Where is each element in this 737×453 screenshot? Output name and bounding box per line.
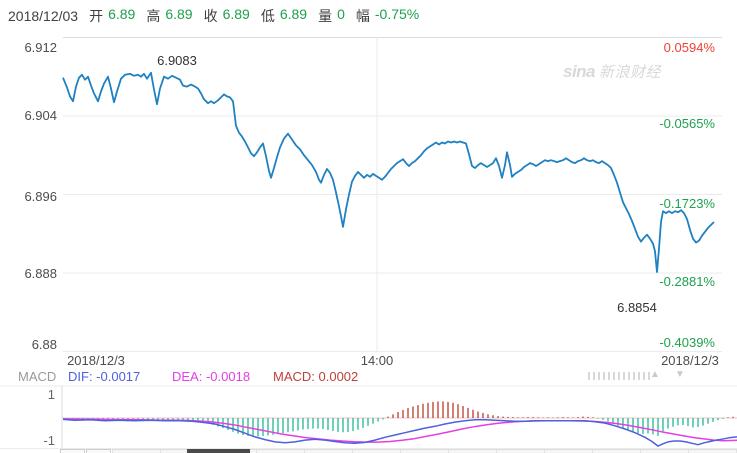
scrollbar-button-left[interactable] bbox=[60, 449, 85, 453]
macd-dif-value: DIF: -0.0017 bbox=[68, 369, 141, 384]
scrollbar-track[interactable] bbox=[112, 449, 737, 453]
zoom-in-arrow-icon[interactable]: ▲ bbox=[650, 369, 660, 380]
open-label: 开 bbox=[89, 8, 104, 24]
macd-dea-value: DEA: -0.0018 bbox=[172, 369, 251, 384]
pct-axis-tick-5: -0.4039% bbox=[659, 335, 715, 350]
y-axis-tick-5: 6.88 bbox=[31, 337, 57, 352]
high-value: 6.89 bbox=[165, 6, 193, 22]
sina-watermark-text: 新浪财经 bbox=[599, 64, 662, 81]
pct-axis-tick-1: 0.0594% bbox=[663, 40, 715, 55]
y-axis-tick-2: 6.904 bbox=[24, 108, 57, 123]
pct-axis-tick-4: -0.2881% bbox=[659, 274, 715, 289]
sina-logo: sina bbox=[563, 62, 596, 81]
volume-label: 量 bbox=[318, 8, 333, 24]
x-axis-date-left: 2018/12/3 bbox=[67, 353, 125, 368]
y-axis-tick-4: 6.888 bbox=[24, 266, 57, 281]
high-label: 高 bbox=[146, 8, 161, 24]
close-label: 收 bbox=[203, 8, 218, 24]
quote-field-change: 幅 -0.75% bbox=[356, 6, 419, 26]
macd-axis-tick-top: 1 bbox=[47, 387, 55, 402]
quote-field-open: 开 6.89 bbox=[89, 6, 135, 26]
quote-date: 2018/12/03 bbox=[8, 8, 79, 24]
quote-field-high: 高 6.89 bbox=[146, 6, 192, 26]
low-value: 6.89 bbox=[279, 6, 308, 22]
close-value: 6.89 bbox=[222, 6, 250, 22]
low-annotation: 6.8854 bbox=[617, 300, 657, 315]
scrollbar-button-right[interactable] bbox=[86, 449, 111, 453]
scrollbar-thumb[interactable] bbox=[187, 449, 250, 453]
change-label: 幅 bbox=[355, 8, 370, 24]
macd-macd-value: MACD: 0.0002 bbox=[273, 369, 359, 384]
x-axis-time-mid: 14:00 bbox=[360, 353, 394, 368]
macd-axis-tick-bottom: -1 bbox=[43, 433, 55, 448]
pct-axis-tick-3: -0.1723% bbox=[659, 196, 715, 211]
sina-watermark: sina 新浪财经 bbox=[563, 61, 661, 82]
high-annotation: 6.9083 bbox=[157, 53, 197, 68]
y-axis-tick-1: 6.912 bbox=[24, 40, 57, 55]
low-label: 低 bbox=[260, 8, 275, 24]
y-axis-tick-3: 6.896 bbox=[24, 189, 57, 204]
chart-range-handle[interactable] bbox=[588, 372, 650, 380]
open-value: 6.89 bbox=[108, 6, 136, 22]
zoom-out-arrow-icon[interactable]: ▼ bbox=[675, 369, 685, 380]
quote-field-close: 收 6.89 bbox=[204, 6, 250, 26]
pct-axis-tick-2: -0.0565% bbox=[659, 116, 715, 131]
volume-value: 0 bbox=[337, 6, 345, 22]
quote-field-low: 低 6.89 bbox=[261, 6, 307, 26]
change-value: -0.75% bbox=[374, 6, 420, 22]
macd-indicator-label[interactable]: MACD bbox=[18, 369, 57, 384]
x-axis-date-right: 2018/12/3 bbox=[661, 353, 719, 368]
